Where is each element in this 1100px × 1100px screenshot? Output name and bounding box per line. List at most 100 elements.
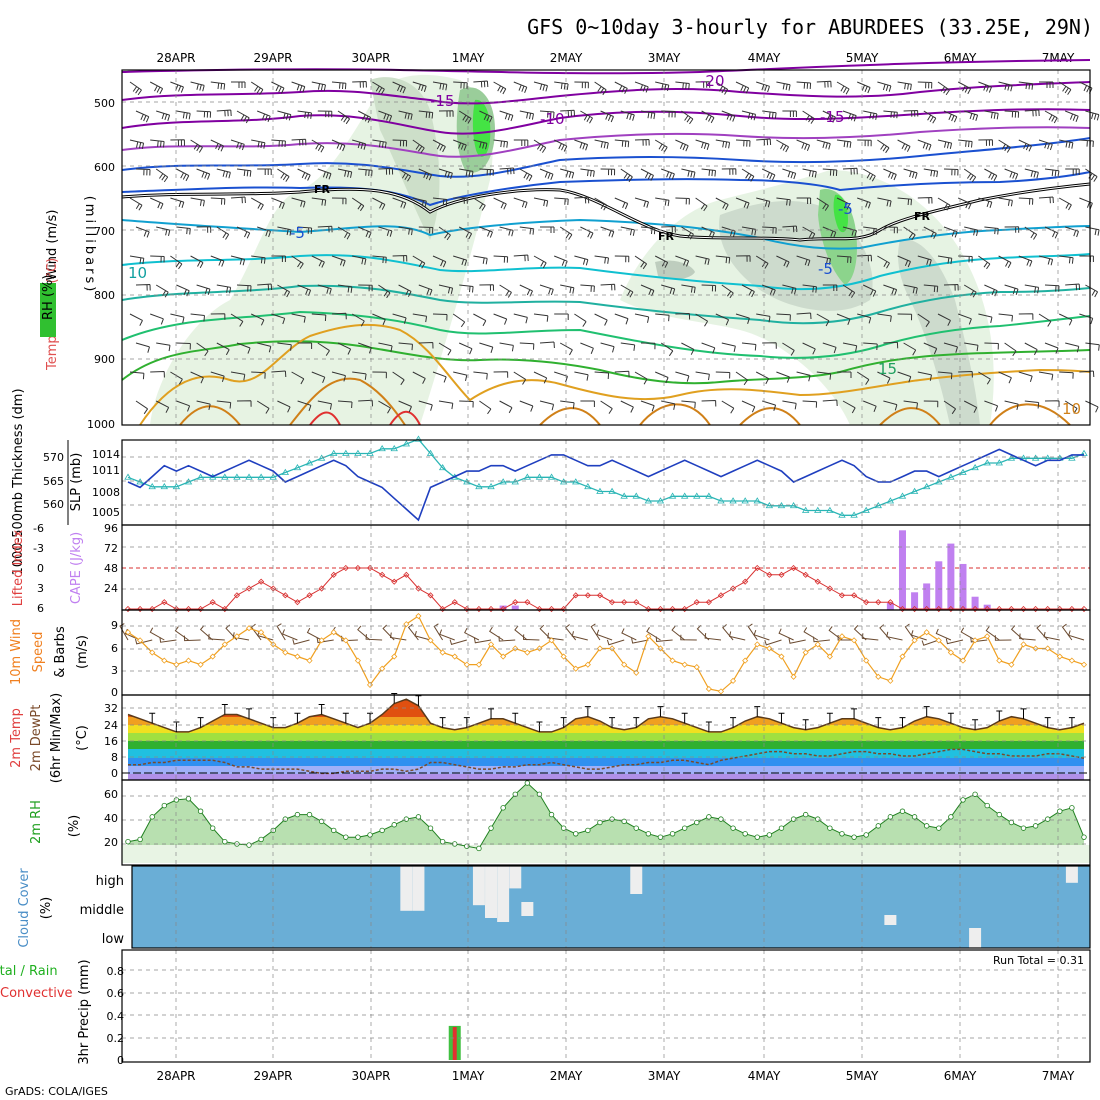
wind-barb <box>129 139 145 150</box>
wind-barb <box>735 197 750 209</box>
wind-barb <box>1058 313 1073 326</box>
wind-speed-point <box>633 669 640 676</box>
wind-speed-point <box>1020 641 1027 648</box>
wind-barb <box>620 226 635 236</box>
wind-barb <box>129 255 145 265</box>
wind-barb <box>661 226 676 233</box>
wind-barb <box>317 110 333 118</box>
wind-speed-point <box>1068 657 1075 664</box>
wind-barb <box>539 400 555 411</box>
rh-point <box>403 816 410 822</box>
wind-barb <box>372 313 386 326</box>
wind-barb <box>614 255 630 263</box>
wind-barb <box>883 226 898 234</box>
li-point <box>294 599 301 606</box>
day-label: 30APR <box>351 1069 390 1083</box>
wind-barb <box>1004 342 1017 357</box>
li-point <box>645 605 652 613</box>
lifted-index-axis-label: Lifted Index <box>11 529 26 606</box>
thickness-point <box>535 473 544 480</box>
slp-axis-label: SLP (mb) <box>69 453 84 512</box>
wind-barb <box>438 226 451 241</box>
li-point <box>161 599 168 606</box>
cape-bar <box>983 604 991 610</box>
wind-barb <box>741 226 757 236</box>
wind-barb <box>1024 284 1040 294</box>
wind-barb <box>634 255 648 270</box>
wind-barb <box>937 81 950 96</box>
wind-barb <box>594 371 610 380</box>
wind-barb <box>539 110 555 119</box>
y-tick-label: 1011 <box>92 464 120 477</box>
precip-axis-label: 3hr Precip (mm) <box>77 959 92 1064</box>
temp-minmax-bar <box>633 717 640 728</box>
wind-barb <box>230 313 244 327</box>
wind-barb <box>519 342 535 350</box>
wind-barb <box>695 255 710 266</box>
wind-barb <box>418 284 433 296</box>
wind-barb <box>594 81 607 96</box>
wind-barb <box>190 139 203 153</box>
li-point <box>875 599 882 606</box>
li-point <box>681 605 688 613</box>
wind-barb <box>412 313 428 323</box>
temp-contour-line <box>139 323 1091 426</box>
surface-wind-barb <box>671 625 686 641</box>
cape-axis-label: CAPE (J/kg) <box>69 532 84 604</box>
temp-minmax-bar <box>923 706 930 717</box>
wind-barb <box>1024 342 1038 356</box>
wind-speed-point <box>524 649 531 656</box>
wind-barb <box>453 255 468 266</box>
rh-point <box>597 819 603 826</box>
li-point <box>742 578 749 585</box>
wind-barb <box>196 284 211 295</box>
wind-barb <box>1044 226 1059 239</box>
li-point <box>621 599 628 606</box>
wind-barb <box>257 342 272 353</box>
wind-barb <box>453 139 467 151</box>
day-label: 2MAY <box>550 1069 583 1083</box>
wind-barb <box>620 400 634 413</box>
cloud-gap <box>1065 866 1078 883</box>
thickness-point <box>572 478 580 485</box>
wind-barb <box>721 284 734 299</box>
wind-barb <box>236 110 250 124</box>
surface-wind-barb <box>910 630 927 641</box>
wind-barb <box>277 110 292 121</box>
cloud-level-label: low <box>102 932 125 947</box>
thickness-point <box>680 492 689 499</box>
thickness-point <box>656 497 665 504</box>
wind-barb <box>311 81 326 91</box>
wind-barb <box>877 371 891 384</box>
wind-barb <box>291 81 306 93</box>
wind-barb <box>681 400 696 409</box>
wind-barb <box>634 81 649 93</box>
thickness-point <box>584 482 592 490</box>
wind-speed-point <box>451 653 458 660</box>
li-point <box>209 599 216 606</box>
dewpoint-line <box>128 748 1085 775</box>
wind-barb <box>559 342 573 356</box>
wind-barb <box>250 81 264 95</box>
wind-barb <box>311 197 327 206</box>
li-point <box>790 564 797 572</box>
wind-barb <box>311 371 326 383</box>
wind-speed-point <box>233 633 240 640</box>
wind-barb <box>398 110 413 121</box>
rh-point <box>548 811 555 818</box>
wind-barb <box>1079 81 1093 94</box>
wind-barb <box>297 342 313 349</box>
wind-barb <box>432 197 448 206</box>
wind-barb <box>190 81 205 92</box>
wind-barb <box>640 168 654 181</box>
wind-barb <box>311 255 325 268</box>
wind-speed-point <box>185 657 192 664</box>
surface-wind-barb <box>407 623 419 641</box>
y-tick-label: 24 <box>104 582 118 595</box>
wind-barb <box>675 81 690 90</box>
wind-barb <box>1085 226 1100 236</box>
wind-barb <box>216 400 232 409</box>
wind-barb <box>438 284 454 295</box>
wind-barb <box>1024 168 1039 179</box>
wind-barb <box>958 371 973 378</box>
